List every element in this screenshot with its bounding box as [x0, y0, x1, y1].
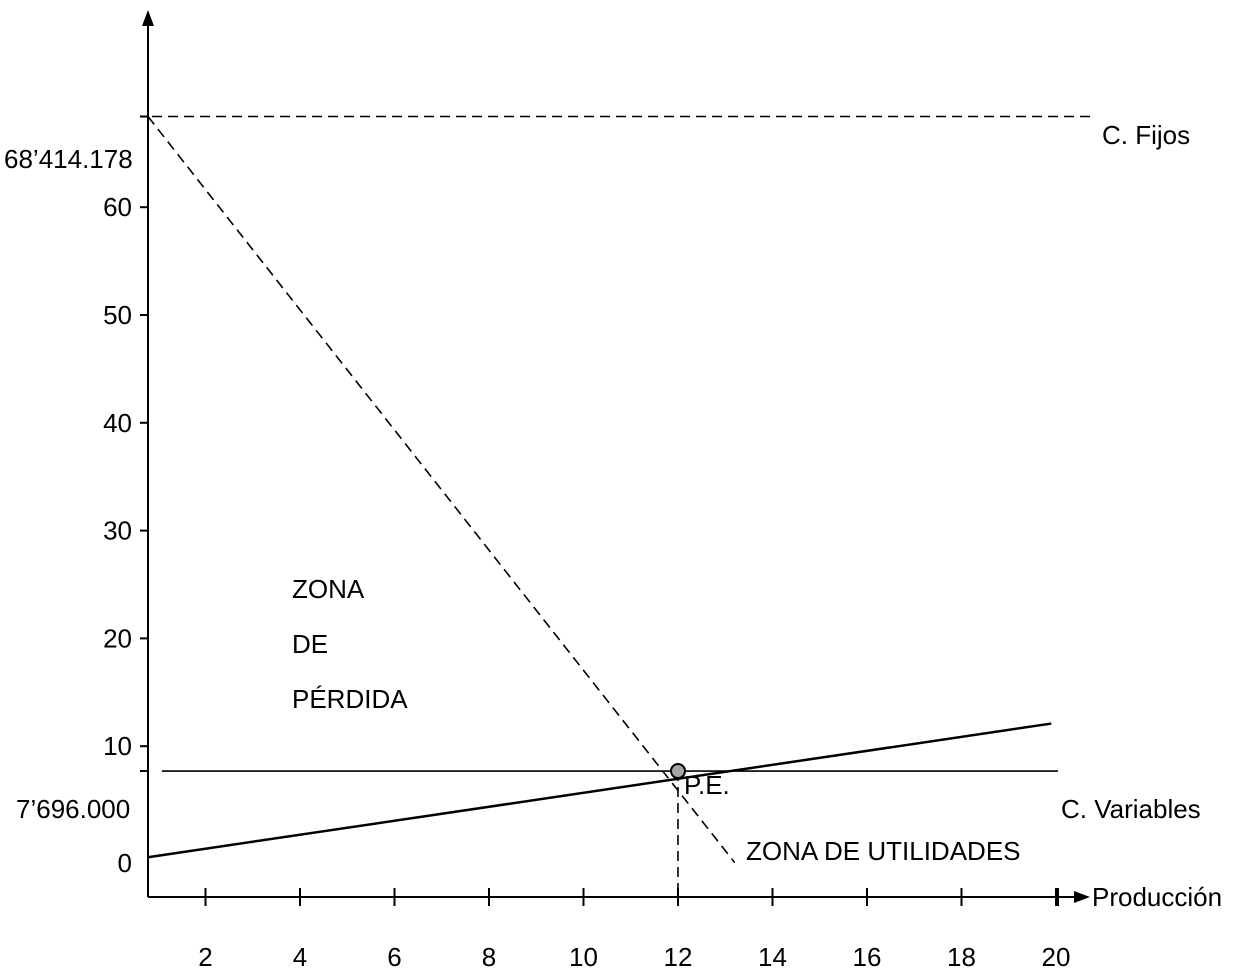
- x-axis-arrow: [1074, 891, 1090, 903]
- y-axis-arrow: [142, 10, 154, 26]
- income-line: [147, 722, 1052, 859]
- descending-dashed-line: [147, 116, 736, 864]
- series-layer: [147, 115, 1092, 897]
- x-tick-label: 2: [198, 942, 212, 971]
- breakeven-label: P.E.: [684, 770, 730, 800]
- y-tick-label: 50: [103, 300, 132, 330]
- variable-cost-label: C. Variables: [1061, 794, 1201, 824]
- y-tick-label: 60: [103, 192, 132, 222]
- loss-zone-line-2: DE: [292, 629, 328, 659]
- axes: Producción: [142, 10, 1222, 912]
- y-tick-label: 40: [103, 408, 132, 438]
- loss-zone-line-1: ZONA: [292, 574, 365, 604]
- x-tick-label: 16: [853, 942, 882, 971]
- y-tick-label: 10: [103, 731, 132, 761]
- variable-cost-y-label: 7’696.000: [16, 794, 130, 824]
- fixed-cost-y-label: 68’414.178: [4, 144, 133, 174]
- x-tick-label: 8: [482, 942, 496, 971]
- x-tick-label: 6: [387, 942, 401, 971]
- x-tick-label: 10: [569, 942, 598, 971]
- y-tick-label: 30: [103, 516, 132, 546]
- x-axis-label: Producción: [1092, 882, 1222, 912]
- x-tick-label: 14: [758, 942, 787, 971]
- x-tick-label: 12: [664, 942, 693, 971]
- y-tick-label: 20: [103, 623, 132, 653]
- fixed-cost-label: C. Fijos: [1102, 120, 1190, 150]
- loss-zone-line-3: PÉRDIDA: [292, 684, 408, 714]
- x-tick-label: 4: [293, 942, 307, 971]
- ticks: 2 4 6 8 10 12 14 16 18 20 0 10 20 30 40 50 60: [103, 115, 1071, 971]
- profit-zone-label: ZONA DE UTILIDADES: [746, 836, 1021, 866]
- breakeven-point: [670, 763, 686, 780]
- x-tick-label: 20: [1042, 942, 1071, 971]
- x-tick-label: 18: [947, 942, 976, 971]
- y-tick-label: 0: [118, 848, 132, 878]
- annotations: C. Fijos C. Variables 68’414.178 7’696.0…: [4, 120, 1201, 866]
